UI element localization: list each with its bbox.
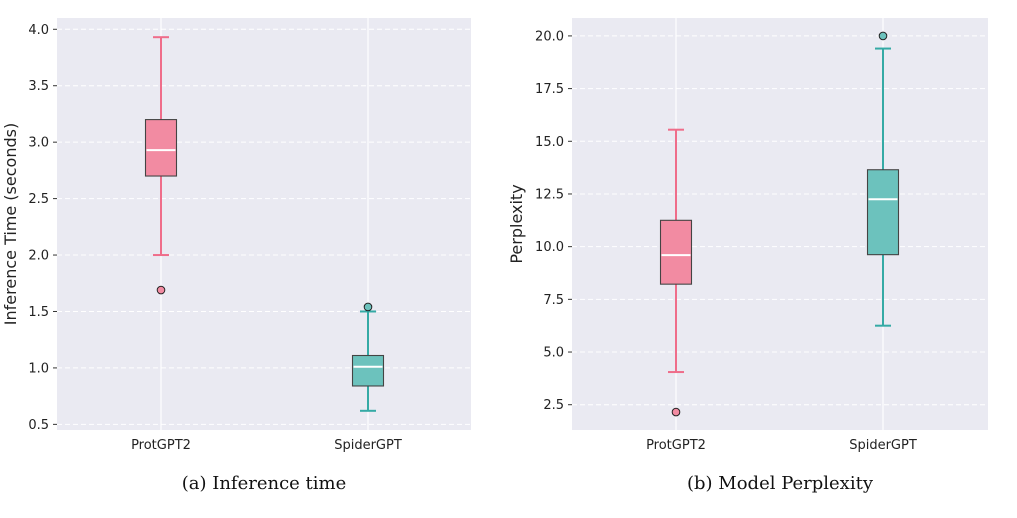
iqr-box <box>866 169 900 256</box>
y-tick-label: 2.5 <box>543 398 564 413</box>
iqr-box <box>659 219 693 285</box>
outlier-point <box>878 31 888 41</box>
outlier-point <box>363 302 373 312</box>
y-tick-label: 3.0 <box>28 136 49 151</box>
box-spidergpt <box>866 31 900 327</box>
y-tick-label: 17.5 <box>535 82 564 97</box>
y-tick-label: 1.0 <box>28 361 49 376</box>
y-axis-label: Perplexity <box>507 184 526 263</box>
box-protgpt2 <box>659 128 693 417</box>
panel-caption: (a) Inference time <box>182 473 347 494</box>
box-protgpt2 <box>144 36 178 295</box>
y-tick-label: 12.5 <box>535 187 564 202</box>
box-spidergpt <box>351 302 385 412</box>
plot-area <box>57 18 471 430</box>
iqr-box <box>351 354 385 387</box>
y-tick-label: 5.0 <box>543 346 564 361</box>
x-tick-label: SpiderGPT <box>334 438 402 453</box>
y-tick-label: 2.0 <box>28 249 49 264</box>
x-tick-label: SpiderGPT <box>849 438 917 453</box>
y-tick-label: 4.0 <box>28 23 49 38</box>
outlier-point <box>671 407 681 417</box>
outlier-point <box>156 285 166 295</box>
plot-area <box>572 18 988 430</box>
y-axis-label: Inference Time (seconds) <box>1 123 20 325</box>
x-tick-label: ProtGPT2 <box>646 438 706 453</box>
y-tick-label: 10.0 <box>535 240 564 255</box>
y-tick-label: 20.0 <box>535 29 564 44</box>
y-tick-label: 2.5 <box>28 192 49 207</box>
panel-caption: (b) Model Perplexity <box>687 473 874 494</box>
x-tick-label: ProtGPT2 <box>131 438 191 453</box>
y-tick-label: 15.0 <box>535 135 564 150</box>
y-tick-label: 1.5 <box>28 305 49 320</box>
chart-panel-2: 2.5 5.0 7.5 10.0 12.5 15.0 17.5 20.0 ProtGPT2 Spi… <box>507 18 988 494</box>
y-tick-label: 3.5 <box>28 79 49 94</box>
chart-panel-1: 0.5 1.0 1.5 2.0 2.5 3.0 3.5 4.0 ProtGPT2 SpiderGP… <box>1 18 471 494</box>
iqr-box <box>144 119 178 177</box>
y-tick-label: 0.5 <box>28 418 49 433</box>
y-tick-label: 7.5 <box>543 293 564 308</box>
